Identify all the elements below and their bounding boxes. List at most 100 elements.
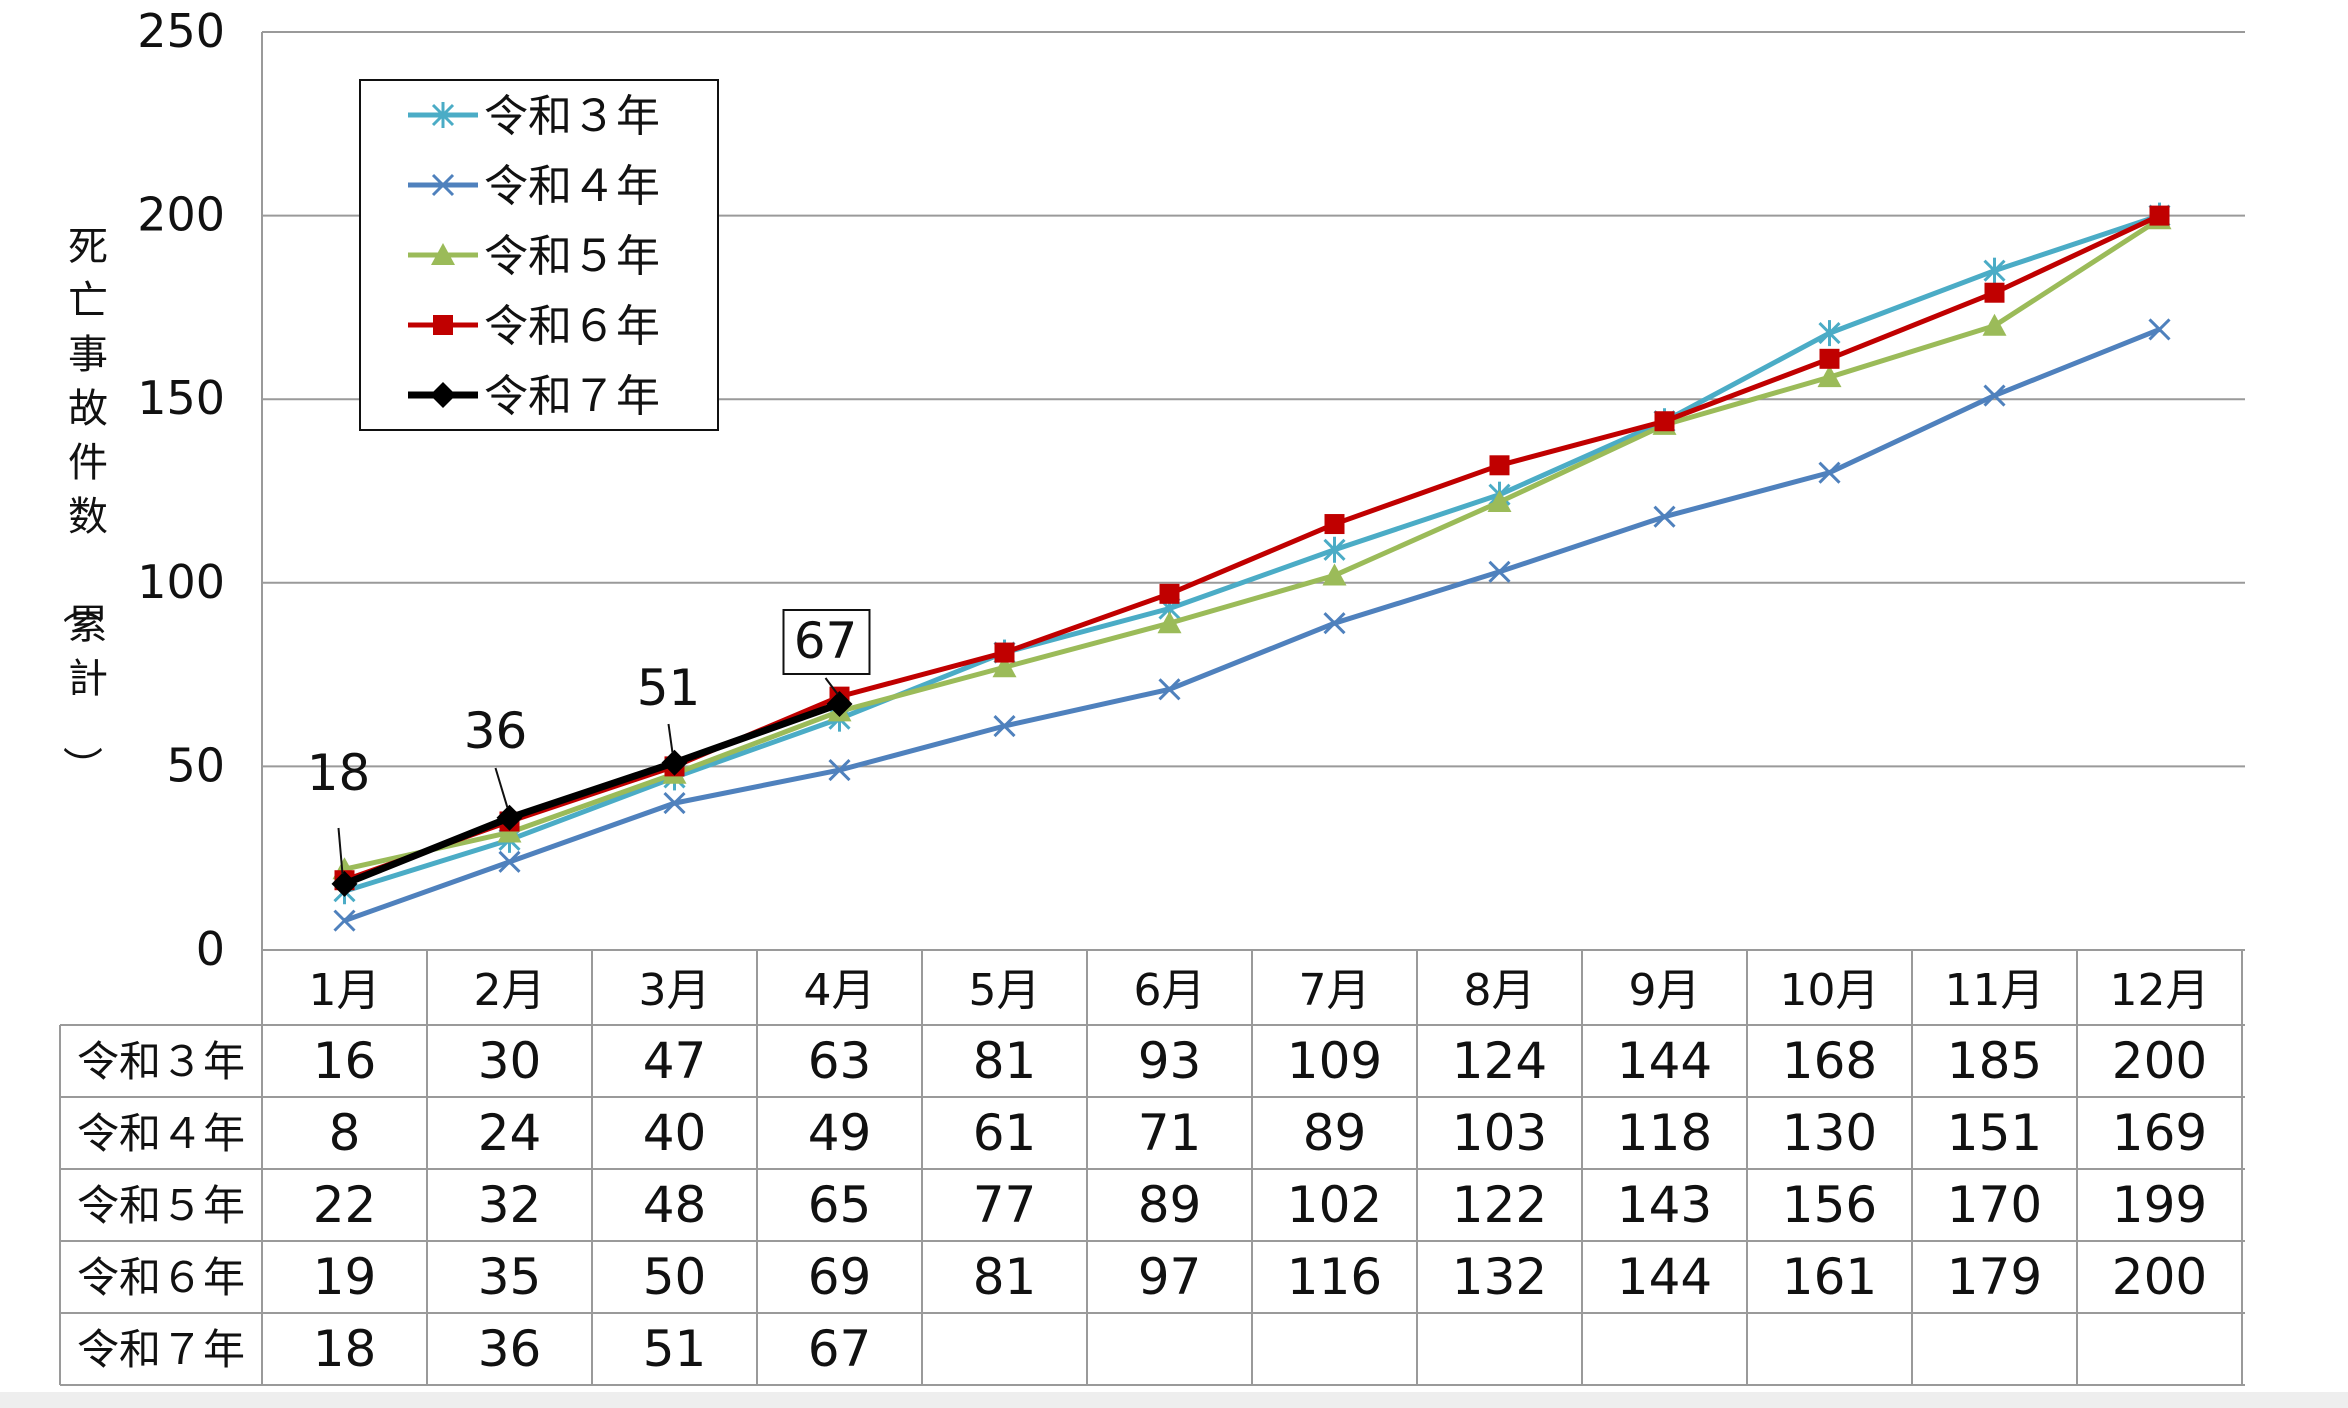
table-cell: 49 bbox=[808, 1104, 872, 1162]
table-cell: 103 bbox=[1452, 1104, 1547, 1162]
legend-swatch-marker bbox=[431, 173, 455, 197]
table-cell: 89 bbox=[1138, 1176, 1202, 1234]
marker-shape bbox=[1984, 282, 2005, 303]
series-令和７年 bbox=[331, 690, 853, 897]
data-point bbox=[992, 655, 1017, 678]
x-tick-label: 5月 bbox=[969, 965, 1041, 1016]
marker-shape bbox=[496, 804, 523, 831]
series-line bbox=[343, 213, 2161, 894]
table-cell: 151 bbox=[1947, 1104, 2042, 1162]
data-point bbox=[2148, 318, 2171, 341]
leader-line bbox=[667, 723, 674, 753]
marker-shape bbox=[431, 243, 455, 265]
data-label: 36 bbox=[464, 702, 528, 760]
table-cell: 89 bbox=[1303, 1104, 1367, 1162]
legend-label: 令和６年 bbox=[484, 301, 660, 352]
series-line bbox=[343, 217, 2161, 872]
legend-swatch-marker bbox=[430, 382, 456, 408]
series-line bbox=[343, 327, 2161, 923]
table-cell: 200 bbox=[2112, 1032, 2207, 1090]
table-cell: 199 bbox=[2112, 1176, 2207, 1234]
table-cell: 18 bbox=[313, 1320, 377, 1378]
y-label-char: ） bbox=[58, 746, 104, 786]
table-cell: 51 bbox=[643, 1320, 707, 1378]
marker-shape bbox=[992, 655, 1017, 678]
table-cell: 156 bbox=[1782, 1176, 1877, 1234]
x-tick-label: 2月 bbox=[474, 965, 546, 1016]
marker-stroke bbox=[1158, 678, 1181, 701]
marker-stroke bbox=[993, 714, 1016, 738]
y-tick-label: 150 bbox=[137, 371, 225, 425]
y-label-char: 死 bbox=[68, 224, 108, 270]
data-point bbox=[826, 690, 853, 717]
data-point bbox=[333, 909, 356, 932]
marker-shape bbox=[1322, 563, 1347, 586]
data-label: 67 bbox=[782, 609, 871, 675]
legend-entry: 令和４年 bbox=[408, 161, 660, 212]
marker-shape bbox=[430, 382, 456, 408]
table-cell: 144 bbox=[1617, 1032, 1712, 1090]
y-label-char: 件 bbox=[68, 440, 108, 486]
data-point bbox=[1983, 257, 2006, 284]
legend-entry: 令和６年 bbox=[408, 301, 660, 352]
legend-label: 令和７年 bbox=[484, 371, 660, 422]
data-label: 18 bbox=[307, 744, 371, 802]
y-tick-label: 250 bbox=[137, 4, 225, 58]
table-cell: 179 bbox=[1947, 1248, 2042, 1306]
table-cell: 22 bbox=[313, 1176, 377, 1234]
table-row-label: 令和３年 bbox=[77, 1037, 245, 1086]
data-point bbox=[1653, 505, 1676, 528]
data-point bbox=[1158, 678, 1181, 701]
table-cell: 144 bbox=[1617, 1248, 1712, 1306]
y-tick-label: 50 bbox=[166, 738, 225, 792]
x-tick-label: 10月 bbox=[1780, 965, 1880, 1016]
marker-shape bbox=[1819, 348, 1840, 369]
table-row-label: 令和４年 bbox=[77, 1109, 245, 1158]
data-point bbox=[828, 759, 851, 782]
x-tick-label: 1月 bbox=[309, 965, 381, 1016]
marker-shape bbox=[1157, 611, 1182, 634]
data-point bbox=[661, 749, 688, 776]
table-cell: 109 bbox=[1287, 1032, 1382, 1090]
series-令和４年 bbox=[333, 318, 2171, 932]
table-cell: 67 bbox=[808, 1320, 872, 1378]
table-cell: 122 bbox=[1452, 1176, 1547, 1234]
table-cell: 97 bbox=[1138, 1248, 1202, 1306]
table-cell: 50 bbox=[643, 1248, 707, 1306]
legend-entry: 令和７年 bbox=[408, 371, 660, 422]
marker-shape bbox=[994, 642, 1015, 663]
marker-shape bbox=[661, 749, 688, 776]
marker-stroke bbox=[1653, 505, 1676, 528]
data-point bbox=[1819, 348, 1840, 369]
table-cell: 40 bbox=[643, 1104, 707, 1162]
table-cell: 81 bbox=[973, 1248, 1037, 1306]
data-point bbox=[1818, 320, 1841, 347]
table-cell: 69 bbox=[808, 1248, 872, 1306]
data-point bbox=[1324, 514, 1345, 535]
series-lines bbox=[331, 202, 2172, 932]
data-point bbox=[1984, 282, 2005, 303]
table-cell: 8 bbox=[329, 1104, 361, 1162]
marker-stroke bbox=[1983, 384, 2006, 407]
marker-shape bbox=[826, 690, 853, 717]
data-point bbox=[1489, 455, 1510, 476]
data-point bbox=[1818, 461, 1841, 484]
x-tick-label: 7月 bbox=[1299, 965, 1371, 1016]
marker-shape bbox=[331, 870, 358, 897]
data-point bbox=[1159, 583, 1180, 604]
table-cell: 35 bbox=[478, 1248, 542, 1306]
data-labels: 18 36 51 67 bbox=[307, 609, 871, 874]
table-cell: 19 bbox=[313, 1248, 377, 1306]
data-label-text: 51 bbox=[637, 659, 701, 717]
y-tick-label: 100 bbox=[137, 555, 225, 609]
marker-shape bbox=[433, 315, 453, 335]
table-cell: 93 bbox=[1138, 1032, 1202, 1090]
table-cell: 116 bbox=[1287, 1248, 1382, 1306]
legend-label: 令和５年 bbox=[484, 231, 660, 282]
marker-stroke bbox=[828, 759, 851, 782]
x-tick-label: 4月 bbox=[804, 965, 876, 1016]
table-cell: 36 bbox=[478, 1320, 542, 1378]
data-point bbox=[994, 642, 1015, 663]
legend-swatch-marker bbox=[431, 102, 455, 128]
